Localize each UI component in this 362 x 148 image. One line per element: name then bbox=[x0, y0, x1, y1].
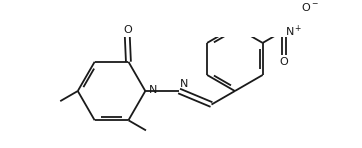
Text: N: N bbox=[149, 85, 157, 95]
Text: N$^+$: N$^+$ bbox=[285, 24, 303, 39]
Text: O: O bbox=[280, 57, 289, 67]
Text: O: O bbox=[123, 25, 132, 35]
Text: O$^-$: O$^-$ bbox=[301, 1, 319, 13]
Text: N: N bbox=[180, 79, 188, 89]
